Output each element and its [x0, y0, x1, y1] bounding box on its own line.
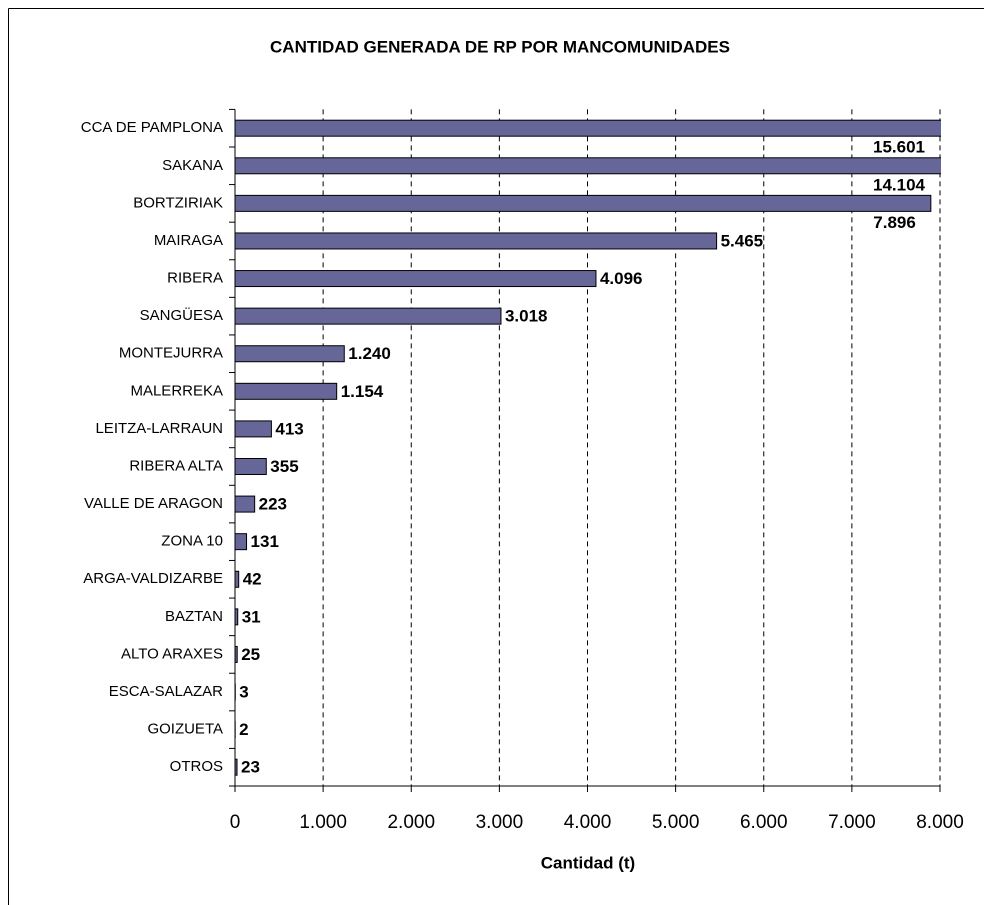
data-label: 3.018 [505, 307, 548, 326]
data-label: 4.096 [600, 269, 643, 288]
data-label: 355 [270, 457, 298, 476]
y-tick-label: MALERREKA [130, 382, 223, 399]
bar [234, 382, 338, 400]
data-label: 15.601 [873, 138, 925, 157]
bar [234, 157, 941, 175]
bars [234, 119, 941, 776]
data-label: 7.896 [873, 213, 916, 232]
data-label: 14.104 [873, 175, 926, 194]
x-tick-label: 0 [230, 812, 241, 833]
bar [234, 608, 239, 626]
y-tick-label: BAZTAN [165, 608, 223, 625]
x-tick-label: 8.000 [916, 812, 964, 833]
bar [234, 457, 267, 475]
bar [234, 232, 718, 250]
x-axis-title: Cantidad (t) [541, 853, 635, 872]
chart-title: CANTIDAD GENERADA DE RP POR MANCOMUNIDAD… [270, 37, 730, 56]
bar [234, 533, 248, 551]
bar [234, 758, 238, 776]
y-tick-label: GOIZUETA [147, 721, 223, 738]
data-label: 131 [251, 532, 279, 551]
x-tick-label: 1.000 [299, 812, 347, 833]
bar [234, 270, 597, 288]
y-tick-label: OTROS [170, 758, 223, 775]
y-tick-label: ESCA-SALAZAR [109, 683, 223, 700]
data-label: 2 [239, 720, 248, 739]
x-tick-label: 5.000 [652, 812, 700, 833]
bar [234, 119, 941, 137]
y-tick-label: SANGÜESA [140, 306, 223, 324]
data-label: 23 [241, 758, 260, 777]
y-tick-label: BORTZIRIAK [133, 194, 223, 211]
y-tick-label: MONTEJURRA [119, 345, 223, 362]
y-tick-label: RIBERA [167, 270, 223, 287]
data-label: 1.154 [341, 382, 384, 401]
bar [234, 345, 345, 363]
bar [234, 495, 256, 513]
data-label: 5.465 [721, 231, 764, 250]
x-tick-label: 7.000 [828, 812, 876, 833]
data-label: 25 [241, 645, 260, 664]
y-tick-label: VALLE DE ARAGON [84, 495, 223, 512]
bar [234, 307, 502, 325]
y-tick-label: LEITZA-LARRAUN [95, 420, 223, 437]
y-tick-label: CCA DE PAMPLONA [81, 119, 223, 136]
y-tick-label: MAIRAGA [154, 232, 223, 249]
data-label: 223 [259, 495, 287, 514]
x-tick-label: 4.000 [564, 812, 612, 833]
x-tick-label: 6.000 [740, 812, 788, 833]
y-tick-label: ALTO ARAXES [121, 645, 223, 662]
y-tick-label: ARGA-VALDIZARBE [83, 570, 223, 587]
data-label: 1.240 [348, 344, 391, 363]
x-tick-label: 3.000 [476, 812, 524, 833]
bar [234, 420, 272, 438]
data-label: 413 [275, 419, 303, 438]
data-label: 31 [242, 607, 261, 626]
data-label: 3 [239, 683, 248, 702]
y-tick-label: RIBERA ALTA [129, 457, 223, 474]
data-label: 42 [243, 570, 262, 589]
bar [234, 194, 932, 212]
bar [234, 645, 238, 663]
y-tick-label: SAKANA [162, 157, 223, 174]
bar [234, 570, 240, 588]
x-tick-label: 2.000 [387, 812, 435, 833]
y-tick-label: ZONA 10 [161, 533, 223, 550]
